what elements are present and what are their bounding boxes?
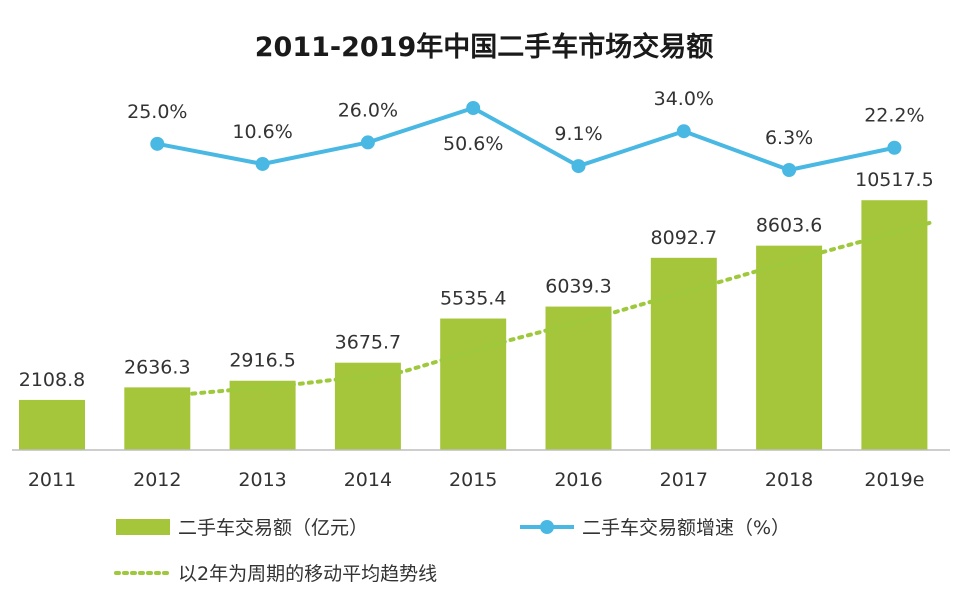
bar-value-label-2015: 5535.4 [440,288,506,310]
growth-point-2012 [150,136,165,151]
bar-value-label-2019e: 10517.5 [855,169,934,191]
growth-value-label-2019e: 22.2% [864,105,924,127]
legend-line-marker [540,520,554,534]
x-tick-label-2011: 2011 [28,469,76,491]
x-tick-label-2014: 2014 [344,469,392,491]
bar-2018 [756,245,823,450]
bar-value-label-2018: 8603.6 [756,215,822,237]
growth-point-2014 [360,135,375,150]
growth-value-label-2014: 26.0% [338,99,398,121]
bar-value-label-2017: 8092.7 [651,227,717,249]
bar-2012 [124,387,191,450]
bar-value-label-2014: 3675.7 [335,332,401,354]
growth-point-2015 [466,101,481,115]
x-tick-label-2012: 2012 [133,469,181,491]
bar-series [19,200,928,450]
bar-2014 [334,362,401,450]
bar-value-labels: 2108.8 2636.3 2916.5 3675.7 5535.4 6039.3 8092… [19,169,934,391]
x-axis-ticks: 2011 2012 2013 2014 2015 2016 2017 2018 2019e [28,469,925,491]
bar-2016 [545,306,612,450]
growth-value-label-2013: 10.6% [232,121,292,143]
x-tick-label-2019e: 2019e [864,469,924,491]
x-tick-label-2013: 2013 [238,469,286,491]
growth-line [156,106,895,172]
x-tick-label-2018: 2018 [765,469,813,491]
growth-point-2013 [255,156,270,171]
legend-line-label: 二手车交易额增速（%） [582,517,790,539]
legend-bar-swatch [116,519,170,535]
x-tick-label-2015: 2015 [449,469,497,491]
legend-bar-label: 二手车交易额（亿元） [178,517,368,539]
bar-2015 [440,318,507,450]
growth-point-2018 [782,163,797,177]
trendline-series [190,220,932,396]
growth-value-label-2016: 9.1% [554,123,602,145]
x-tick-label-2016: 2016 [554,469,602,491]
bar-2013 [229,380,296,450]
legend-trend-label: 以2年为周期的移动平均趋势线 [178,563,437,585]
growth-value-labels: 25.0% 10.6% 26.0% 50.6% 9.1% 34.0% 6.3% 22.2% [127,88,924,155]
bar-value-label-2011: 2108.8 [19,369,85,391]
legend: 二手车交易额（亿元） 二手车交易额增速（%） 以2年为周期的移动平均趋势线 [114,517,790,585]
trendline [190,220,932,396]
bar-value-label-2012: 2636.3 [124,356,190,378]
growth-point-2016 [571,159,586,174]
bar-value-label-2016: 6039.3 [545,276,611,298]
growth-point-2019e [887,140,902,155]
bar-2011 [19,399,85,450]
growth-value-label-2018: 6.3% [765,127,813,149]
growth-value-label-2012: 25.0% [127,101,187,123]
growth-value-label-2015: 50.6% [443,133,503,155]
bar-2019e [861,200,928,450]
bar-value-label-2013: 2916.5 [229,350,295,372]
chart-title: 2011-2019年中国二手车市场交易额 [255,31,714,63]
bar-2017 [650,257,717,450]
x-tick-label-2017: 2017 [660,469,708,491]
growth-value-label-2017: 34.0% [654,88,714,110]
growth-line-series [150,101,902,177]
growth-point-2017 [676,124,691,139]
